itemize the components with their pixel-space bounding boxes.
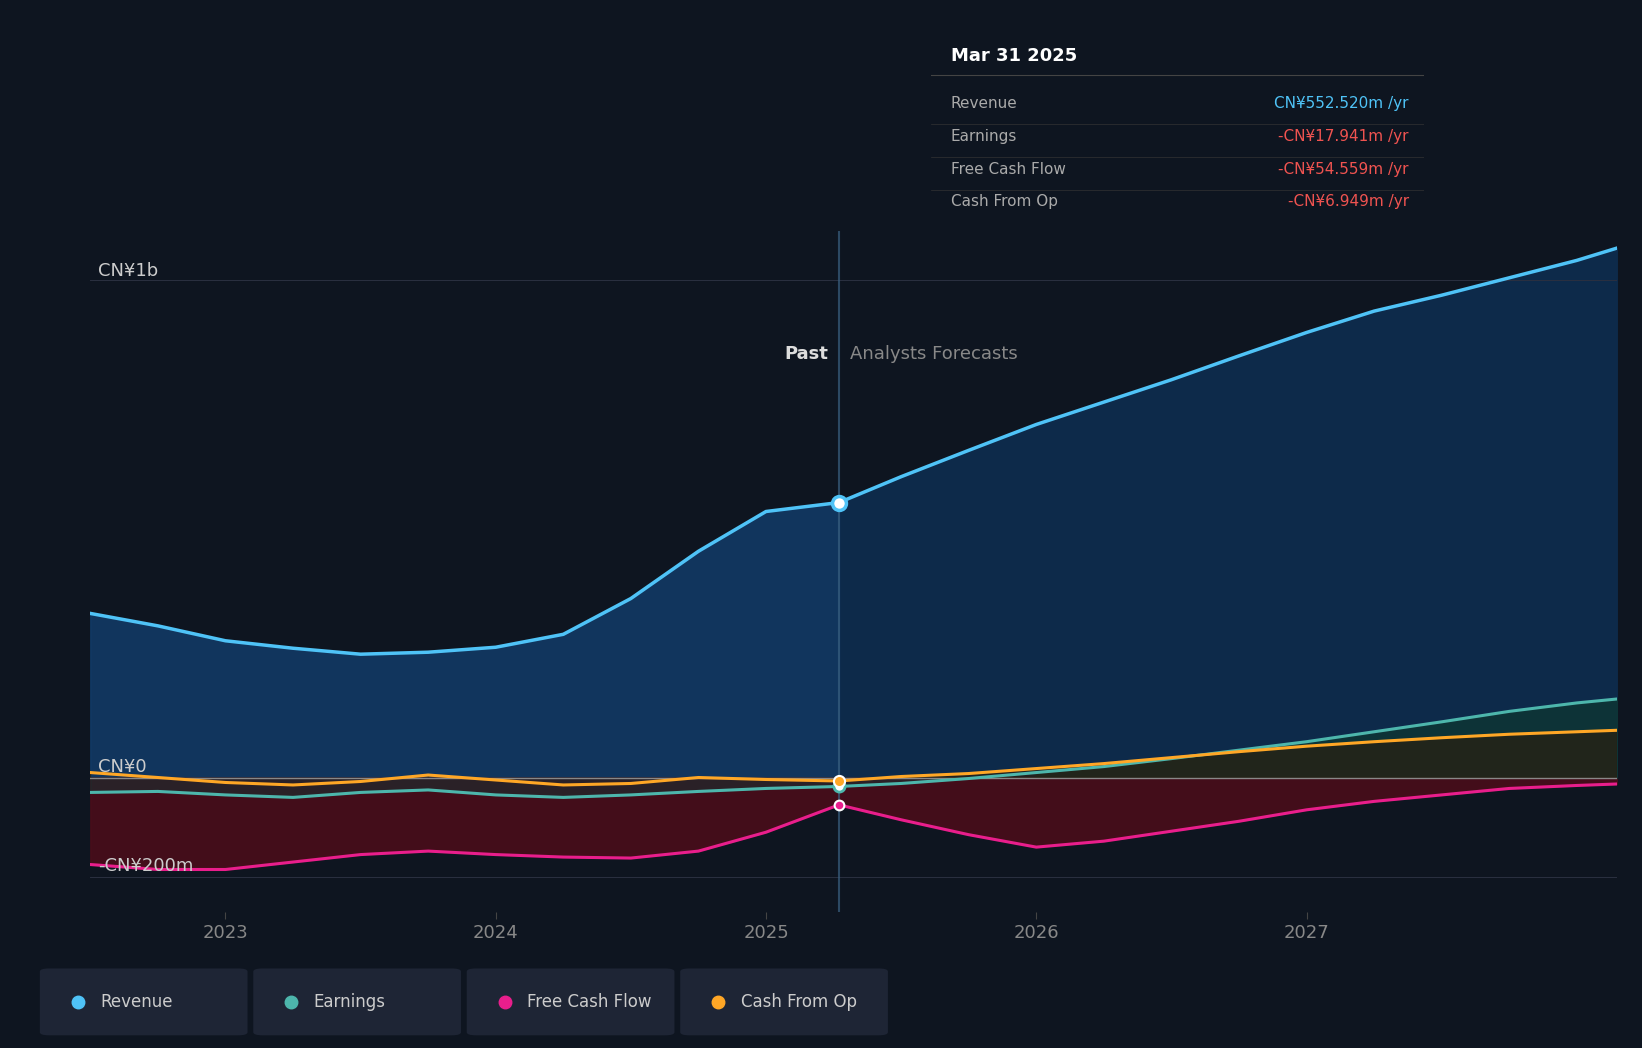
Text: Cash From Op: Cash From Op (951, 195, 1057, 210)
Text: Free Cash Flow: Free Cash Flow (951, 161, 1066, 177)
Text: Free Cash Flow: Free Cash Flow (527, 992, 652, 1011)
Text: Earnings: Earnings (314, 992, 386, 1011)
Text: Past: Past (785, 345, 828, 363)
FancyBboxPatch shape (680, 968, 888, 1035)
Text: -CN¥17.941m /yr: -CN¥17.941m /yr (1279, 129, 1409, 144)
FancyBboxPatch shape (466, 968, 675, 1035)
FancyBboxPatch shape (253, 968, 461, 1035)
Text: -CN¥54.559m /yr: -CN¥54.559m /yr (1279, 161, 1409, 177)
Text: Analysts Forecasts: Analysts Forecasts (851, 345, 1018, 363)
FancyBboxPatch shape (39, 968, 248, 1035)
Text: -CN¥200m: -CN¥200m (99, 857, 194, 875)
Text: -CN¥6.949m /yr: -CN¥6.949m /yr (1287, 195, 1409, 210)
Text: Earnings: Earnings (951, 129, 1016, 144)
Text: Mar 31 2025: Mar 31 2025 (951, 46, 1077, 65)
Text: Revenue: Revenue (100, 992, 172, 1011)
Text: CN¥1b: CN¥1b (99, 262, 159, 280)
Text: Revenue: Revenue (951, 96, 1018, 111)
Text: CN¥0: CN¥0 (99, 758, 148, 776)
Text: Cash From Op: Cash From Op (741, 992, 857, 1011)
Text: CN¥552.520m /yr: CN¥552.520m /yr (1274, 96, 1409, 111)
